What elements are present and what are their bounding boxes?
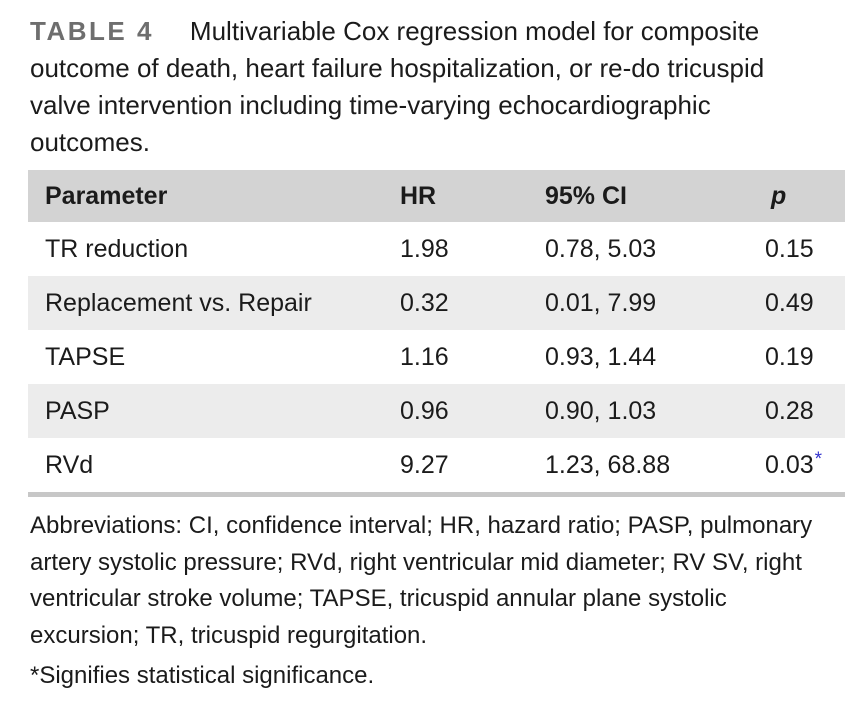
abbreviations-note: Abbreviations: CI, confidence interval; …	[30, 508, 847, 654]
caption-text: Multivariable Cox regression model for c…	[189, 16, 760, 46]
significance-note: *Signifies statistical significance.	[30, 662, 375, 689]
significance-marker: *	[814, 448, 823, 470]
abbreviations-line: ventricular stroke volume; TAPSE, tricus…	[30, 585, 727, 612]
table-label: TABLE 4	[30, 16, 154, 46]
cell-ci: 0.78, 5.03	[545, 234, 657, 263]
table-bottom-rule	[28, 492, 845, 497]
cell-p: 0.03*	[765, 448, 823, 479]
cell-hr: 1.16	[400, 342, 449, 371]
cell-hr: 1.98	[400, 234, 449, 263]
column-header-ci: 95% CI	[545, 181, 627, 210]
cell-ci: 0.01, 7.99	[545, 288, 657, 317]
column-header-hr: HR	[400, 181, 437, 210]
abbreviations-line: Abbreviations: CI, confidence interval; …	[30, 512, 813, 539]
table-row: TAPSE 1.16 0.93, 1.44 0.19	[28, 330, 845, 384]
cell-parameter: Replacement vs. Repair	[45, 288, 312, 317]
table-row: TR reduction 1.98 0.78, 5.03 0.15	[28, 222, 845, 276]
cell-p: 0.19	[765, 342, 814, 371]
cell-ci: 0.93, 1.44	[545, 342, 657, 371]
table-row: Replacement vs. Repair 0.32 0.01, 7.99 0.49	[28, 276, 845, 330]
cell-p: 0.15	[765, 234, 814, 263]
cell-parameter: PASP	[45, 396, 110, 425]
cell-hr: 0.32	[400, 288, 449, 317]
cell-hr: 9.27	[400, 450, 449, 479]
table-figure: TABLE 4 Multivariable Cox regression mode…	[0, 13, 865, 704]
cell-parameter: TAPSE	[45, 342, 126, 371]
cell-p: 0.28	[765, 396, 814, 425]
cell-parameter: RVd	[45, 450, 94, 479]
column-header-parameter: Parameter	[45, 181, 168, 210]
cox-regression-table: Parameter HR 95% CI p TR reduction 1.98 0.…	[28, 170, 845, 492]
cell-parameter: TR reduction	[45, 234, 189, 263]
caption-line: outcomes.	[30, 127, 150, 157]
table-row: RVd 9.27 1.23, 68.88 0.03*	[28, 438, 845, 492]
abbreviations-line: excursion; TR, tricuspid regurgitation.	[30, 621, 428, 649]
caption-line: valve intervention including time-varyin…	[30, 90, 711, 120]
cell-hr: 0.96	[400, 396, 449, 425]
cell-p: 0.49	[765, 288, 814, 317]
column-header-p: p	[771, 181, 787, 210]
caption-line: TABLE 4 Multivariable Cox regression mode…	[30, 13, 847, 50]
cell-ci: 1.23, 68.88	[545, 450, 671, 479]
table-row: PASP 0.96 0.90, 1.03 0.28	[28, 384, 845, 438]
abbreviations-line: artery systolic pressure; RVd, right ven…	[30, 548, 802, 576]
caption-line: outcome of death, heart failure hospital…	[30, 53, 765, 83]
table-caption: TABLE 4 Multivariable Cox regression mode…	[30, 13, 847, 161]
table-body: TR reduction 1.98 0.78, 5.03 0.15 Replacemen…	[28, 222, 845, 492]
table-header-row: Parameter HR 95% CI p	[28, 170, 845, 222]
cell-ci: 0.90, 1.03	[545, 396, 657, 425]
